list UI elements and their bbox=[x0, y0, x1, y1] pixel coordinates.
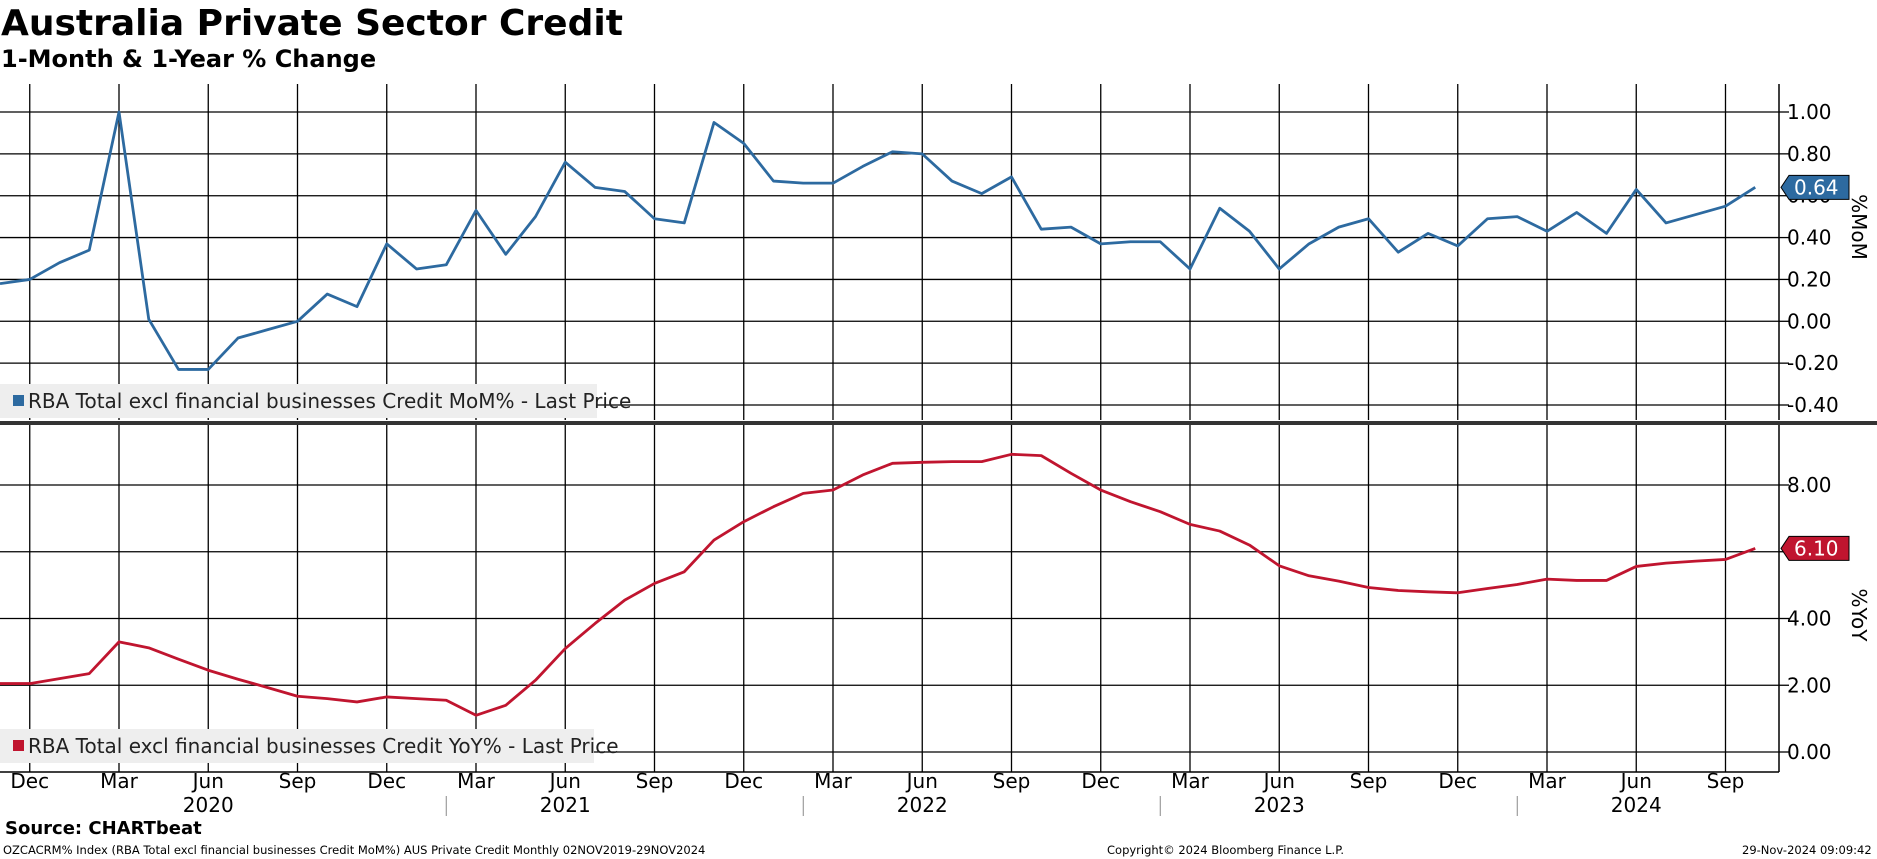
xtick-label-9: Mar bbox=[814, 769, 853, 793]
source-note: Source: CHARTbeat bbox=[5, 818, 202, 839]
xtick-label-5: Mar bbox=[457, 769, 496, 793]
last-value-callout-yoy bbox=[1780, 535, 1850, 561]
legend-swatch-mom bbox=[13, 395, 24, 406]
xtick-label-14: Jun bbox=[1262, 769, 1295, 793]
ytick-label-mom-0: -0.40 bbox=[1787, 393, 1839, 417]
xtick-label-13: Mar bbox=[1171, 769, 1210, 793]
xtick-label-2: Jun bbox=[191, 769, 224, 793]
legend-text-mom: RBA Total excl financial businesses Cred… bbox=[28, 389, 631, 413]
xtick-label-11: Sep bbox=[993, 769, 1031, 793]
y-axis-title-yoy: %YoY bbox=[1847, 588, 1871, 642]
legend-swatch-yoy bbox=[13, 740, 24, 751]
year-label-4: 2024 bbox=[1611, 793, 1662, 817]
series-line-mom bbox=[0, 110, 1756, 371]
xtick-label-10: Jun bbox=[905, 769, 938, 793]
xtick-label-6: Jun bbox=[548, 769, 581, 793]
xtick-label-17: Mar bbox=[1528, 769, 1567, 793]
xtick-label-8: Dec bbox=[724, 769, 763, 793]
timestamp: 29-Nov-2024 09:09:42 bbox=[1742, 843, 1872, 857]
xtick-label-16: Dec bbox=[1438, 769, 1477, 793]
y-axis-title-mom: %MoM bbox=[1847, 194, 1871, 260]
year-label-0: 2020 bbox=[183, 793, 234, 817]
xtick-label-3: Sep bbox=[279, 769, 317, 793]
last-value-callout-mom bbox=[1780, 174, 1850, 200]
last-value-label-yoy: 6.10 bbox=[1794, 536, 1839, 560]
xtick-label-4: Dec bbox=[367, 769, 406, 793]
xtick-label-7: Sep bbox=[636, 769, 674, 793]
year-label-3: 2023 bbox=[1254, 793, 1305, 817]
xtick-label-15: Sep bbox=[1350, 769, 1388, 793]
year-label-2: 2022 bbox=[897, 793, 948, 817]
ytick-label-yoy-4: 8.00 bbox=[1787, 473, 1832, 497]
xtick-label-19: Sep bbox=[1707, 769, 1745, 793]
ytick-label-yoy-1: 2.00 bbox=[1787, 673, 1832, 697]
ytick-label-yoy-2: 4.00 bbox=[1787, 607, 1832, 631]
year-label-1: 2021 bbox=[540, 793, 591, 817]
ytick-label-mom-1: -0.20 bbox=[1787, 351, 1839, 375]
ytick-label-mom-3: 0.20 bbox=[1787, 267, 1832, 291]
ytick-label-mom-6: 0.80 bbox=[1787, 142, 1832, 166]
xtick-label-18: Jun bbox=[1619, 769, 1652, 793]
xtick-label-12: Dec bbox=[1081, 769, 1120, 793]
index-description: OZCACRM% Index (RBA Total excl financial… bbox=[3, 843, 706, 857]
ytick-label-mom-2: 0.00 bbox=[1787, 309, 1832, 333]
last-value-label-mom: 0.64 bbox=[1794, 175, 1839, 199]
ytick-label-mom-4: 0.40 bbox=[1787, 226, 1832, 250]
legend-text-yoy: RBA Total excl financial businesses Cred… bbox=[28, 734, 619, 758]
chart-subtitle: 1-Month & 1-Year % Change bbox=[1, 45, 377, 73]
legend-box-yoy bbox=[0, 729, 594, 763]
ytick-label-mom-7: 1.00 bbox=[1787, 100, 1832, 124]
chart-title: Australia Private Sector Credit bbox=[1, 3, 623, 44]
xtick-label-1: Mar bbox=[100, 769, 139, 793]
ytick-label-yoy-0: 0.00 bbox=[1787, 740, 1832, 764]
xtick-label-0: Dec bbox=[10, 769, 49, 793]
panel-divider bbox=[0, 421, 1877, 425]
series-line-yoy bbox=[0, 452, 1756, 717]
legend-box-mom bbox=[0, 384, 597, 418]
copyright-note: Copyright© 2024 Bloomberg Finance L.P. bbox=[1107, 843, 1344, 857]
